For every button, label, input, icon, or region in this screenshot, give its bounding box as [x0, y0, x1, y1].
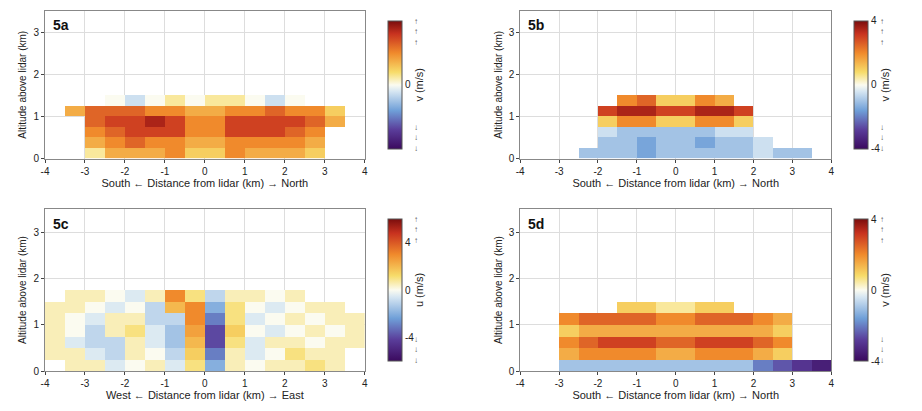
svg-text:3: 3 [322, 378, 328, 389]
svg-text:-2: -2 [120, 378, 129, 389]
svg-text:Altitude above lidar (km): Altitude above lidar (km) [17, 236, 28, 344]
svg-text:↑↑↑: ↑↑↑ [414, 215, 418, 245]
svg-text:-1: -1 [632, 166, 641, 177]
svg-text:2: 2 [33, 69, 39, 80]
svg-text:-2: -2 [594, 378, 603, 389]
svg-text:-4: -4 [871, 356, 880, 367]
svg-text:0: 0 [509, 153, 515, 164]
svg-text:South ← Distance from lidar (k: South ← Distance from lidar (km) → North [572, 177, 779, 189]
svg-text:3: 3 [509, 227, 515, 238]
svg-text:2: 2 [509, 273, 515, 284]
svg-text:4: 4 [828, 378, 834, 389]
svg-text:4: 4 [362, 378, 368, 389]
svg-text:↓↓↓: ↓↓↓ [414, 335, 418, 365]
svg-text:1: 1 [712, 378, 718, 389]
svg-text:5c: 5c [53, 216, 69, 232]
svg-text:-1: -1 [632, 378, 641, 389]
svg-text:2: 2 [751, 166, 757, 177]
svg-text:0: 0 [33, 366, 39, 377]
svg-text:South ← Distance from lidar (k: South ← Distance from lidar (km) → North [102, 177, 309, 189]
svg-text:0: 0 [33, 153, 39, 164]
svg-text:v (m/s): v (m/s) [413, 68, 425, 102]
svg-text:-2: -2 [594, 166, 603, 177]
svg-text:5a: 5a [53, 17, 69, 33]
svg-text:4: 4 [871, 15, 877, 26]
svg-text:South ← Distance from lidar (k: South ← Distance from lidar (km) → North [572, 389, 779, 401]
svg-text:-3: -3 [555, 166, 564, 177]
svg-text:-4: -4 [516, 378, 525, 389]
svg-text:0: 0 [202, 378, 208, 389]
svg-text:v (m/s): v (m/s) [879, 68, 891, 102]
svg-text:1: 1 [509, 319, 515, 330]
svg-text:2: 2 [282, 166, 288, 177]
svg-text:2: 2 [509, 69, 515, 80]
svg-text:0: 0 [673, 166, 679, 177]
svg-text:3: 3 [322, 166, 328, 177]
svg-text:1: 1 [33, 319, 39, 330]
svg-text:-3: -3 [555, 378, 564, 389]
svg-text:↑↑↑: ↑↑↑ [880, 17, 884, 47]
svg-text:Altitude above lidar (km): Altitude above lidar (km) [493, 236, 504, 344]
svg-text:0: 0 [673, 378, 679, 389]
svg-text:0: 0 [405, 79, 411, 90]
svg-text:v (m/s): v (m/s) [879, 273, 891, 307]
svg-text:West ← Distance from lidar (km: West ← Distance from lidar (km) → East [106, 389, 304, 401]
svg-text:-4: -4 [871, 143, 880, 154]
svg-text:5d: 5d [528, 216, 544, 232]
svg-text:1: 1 [242, 166, 248, 177]
svg-text:1: 1 [242, 378, 248, 389]
svg-text:-1: -1 [160, 378, 169, 389]
svg-text:3: 3 [509, 27, 515, 38]
svg-text:1: 1 [33, 111, 39, 122]
svg-text:3: 3 [33, 227, 39, 238]
svg-text:0: 0 [202, 166, 208, 177]
svg-text:↓↓↓: ↓↓↓ [414, 123, 418, 153]
svg-text:0: 0 [509, 366, 515, 377]
svg-text:0: 0 [405, 285, 411, 296]
svg-text:4: 4 [828, 166, 834, 177]
svg-text:4: 4 [405, 237, 411, 248]
svg-text:-4: -4 [405, 332, 414, 343]
svg-text:4: 4 [362, 166, 368, 177]
svg-text:0: 0 [871, 79, 877, 90]
svg-text:-2: -2 [120, 166, 129, 177]
svg-text:5b: 5b [528, 17, 544, 33]
svg-text:-3: -3 [81, 378, 90, 389]
svg-text:-4: -4 [41, 378, 50, 389]
svg-text:Altitude above lidar (km): Altitude above lidar (km) [17, 31, 28, 139]
svg-text:-4: -4 [516, 166, 525, 177]
svg-text:↓↓↓: ↓↓↓ [880, 123, 884, 153]
svg-text:2: 2 [282, 378, 288, 389]
svg-text:-4: -4 [41, 166, 50, 177]
svg-text:↑↑↑: ↑↑↑ [880, 215, 884, 245]
svg-text:3: 3 [790, 378, 796, 389]
svg-text:2: 2 [751, 378, 757, 389]
svg-text:3: 3 [33, 27, 39, 38]
svg-text:u (m/s): u (m/s) [413, 273, 425, 307]
svg-text:↑↑↑: ↑↑↑ [414, 17, 418, 47]
svg-text:↓↓↓: ↓↓↓ [880, 335, 884, 365]
svg-text:Altitude above lidar (km): Altitude above lidar (km) [493, 31, 504, 139]
svg-text:-3: -3 [81, 166, 90, 177]
svg-text:-1: -1 [160, 166, 169, 177]
svg-text:4: 4 [871, 214, 877, 225]
svg-text:1: 1 [509, 111, 515, 122]
svg-text:2: 2 [33, 273, 39, 284]
svg-text:1: 1 [712, 166, 718, 177]
svg-text:3: 3 [790, 166, 796, 177]
svg-text:0: 0 [871, 285, 877, 296]
